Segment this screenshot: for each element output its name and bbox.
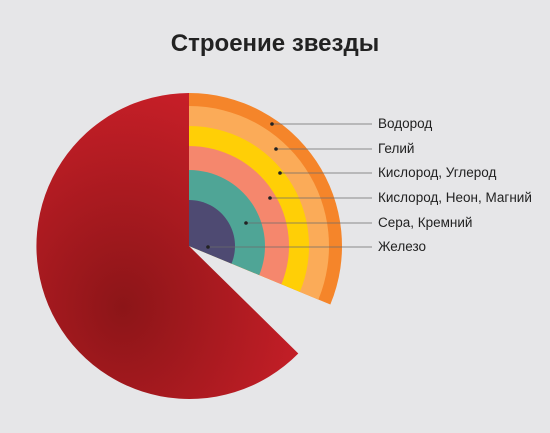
layer-label-6: Железо <box>378 239 426 254</box>
labels-group: Водород Гелий Кислород, Углерод Кислород, Н… <box>378 116 532 254</box>
layer-label-1: Водород <box>378 116 432 131</box>
leader-dot-3 <box>278 171 282 175</box>
leaders-group <box>206 122 372 249</box>
layer-label-2: Гелий <box>378 141 414 156</box>
layer-label-4: Кислород, Неон, Магний <box>378 190 532 205</box>
layer-band-6 <box>189 200 236 264</box>
leader-dot-4 <box>268 196 272 200</box>
page-title: Строение звезды <box>170 30 380 57</box>
layers-group <box>189 93 342 305</box>
star-body <box>36 93 299 399</box>
leader-dot-1 <box>270 122 274 126</box>
leader-dot-6 <box>206 245 210 249</box>
layer-label-5: Сера, Кремний <box>378 215 472 230</box>
leader-dot-2 <box>274 147 278 151</box>
layer-label-3: Кислород, Углерод <box>378 165 496 180</box>
leader-dot-5 <box>244 221 248 225</box>
